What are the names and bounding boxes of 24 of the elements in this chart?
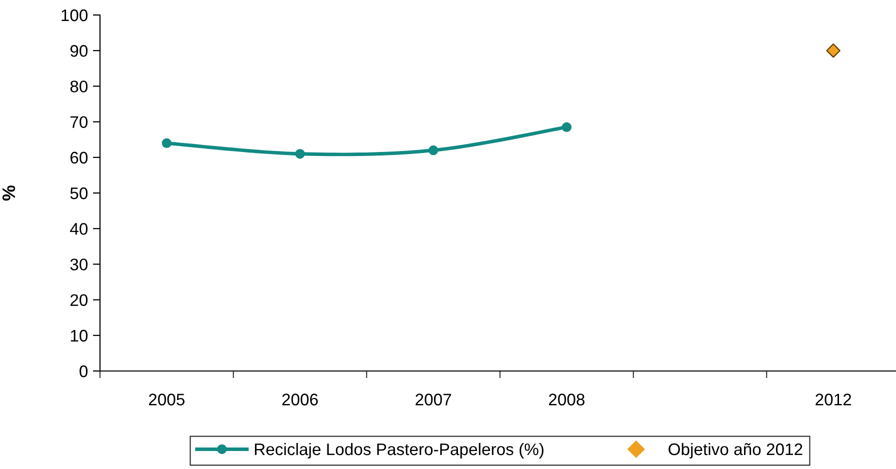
y-tick-label: 50 <box>70 187 88 200</box>
y-tick-label: 40 <box>70 223 88 235</box>
y-tick-label: 90 <box>70 45 88 57</box>
point <box>562 122 572 132</box>
y-tick-label: 60 <box>70 152 88 164</box>
y-tick-label: 10 <box>70 330 88 342</box>
legend-label: Reciclaje Lodos Pastero-Papeleros (%) <box>254 442 544 458</box>
y-tick-label: 70 <box>70 116 88 128</box>
point <box>295 148 305 159</box>
y-tick-label: 80 <box>70 80 88 92</box>
y-tick-label: 30 <box>70 258 88 270</box>
y-tick-label: 20 <box>70 294 88 306</box>
x-tick-label: 2008 <box>548 394 584 406</box>
x-tick-label: 2006 <box>282 394 318 406</box>
point <box>826 43 840 58</box>
x-tick-label: 2012 <box>816 394 852 406</box>
x-tick-label: 2007 <box>416 394 452 406</box>
point <box>162 138 172 148</box>
y-tick-label: 0 <box>80 365 88 378</box>
y-tick-label: 100 <box>62 9 88 22</box>
y-axis-title: % <box>2 185 16 201</box>
point <box>428 145 438 156</box>
x-tick-label: 2005 <box>148 394 185 406</box>
legend-label: Objetivo año 2012 <box>668 442 802 458</box>
